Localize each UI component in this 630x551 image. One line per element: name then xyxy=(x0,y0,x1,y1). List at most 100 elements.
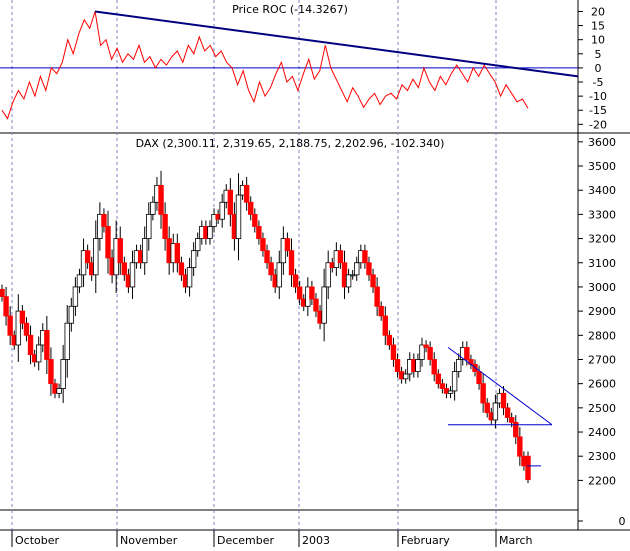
candle-body xyxy=(476,371,482,385)
y-tick-label: 10 xyxy=(591,34,605,47)
candle-body xyxy=(288,250,295,276)
candle-body xyxy=(64,322,70,360)
x-tick-label: March xyxy=(499,534,533,547)
y-tick-label: 3000 xyxy=(588,281,616,294)
candle-body xyxy=(292,274,299,288)
candle-body xyxy=(44,330,50,360)
candle-body xyxy=(117,238,123,264)
candle-body xyxy=(349,274,356,277)
y-tick-label: 2400 xyxy=(588,426,616,439)
candle-body xyxy=(451,371,458,392)
candle-body xyxy=(378,305,384,317)
candle-body xyxy=(394,359,401,372)
candle-body xyxy=(219,201,225,220)
y-tick-label: 2300 xyxy=(588,450,616,463)
y-tick-label: 5 xyxy=(595,48,602,61)
candle-body xyxy=(508,417,515,423)
candle-body xyxy=(27,334,34,356)
candle-body xyxy=(260,238,266,252)
candle-body xyxy=(337,250,344,264)
candle-body xyxy=(174,243,181,264)
x-tick-label: February xyxy=(401,534,450,547)
candle-body xyxy=(195,238,201,252)
candle-body xyxy=(480,383,486,404)
roc-title: Price ROC (-14.3267) xyxy=(232,3,348,16)
y-tick-label: 3400 xyxy=(588,184,616,197)
candle-body xyxy=(190,250,197,268)
y-tick-label: 3100 xyxy=(588,257,616,270)
candle-body xyxy=(296,286,303,300)
candle-body xyxy=(447,390,454,394)
candle-body xyxy=(504,407,511,418)
candle-body xyxy=(525,455,531,481)
candle-body xyxy=(309,286,315,300)
y-tick-label: -15 xyxy=(589,104,607,117)
candle-body xyxy=(390,344,397,360)
candle-body xyxy=(313,298,319,312)
x-tick-label: 2003 xyxy=(302,534,330,547)
y-tick-label: 2900 xyxy=(588,305,616,318)
candle-body xyxy=(354,262,360,276)
candle-body xyxy=(101,213,107,227)
candle-body xyxy=(455,359,462,372)
candle-body xyxy=(68,305,75,324)
candle-body xyxy=(256,226,262,239)
candle-body xyxy=(264,250,270,264)
y-tick-label: 3600 xyxy=(588,136,616,149)
y-tick-label: 3200 xyxy=(588,233,616,246)
candle-body xyxy=(386,334,393,346)
candle-body xyxy=(423,344,429,348)
candle-body xyxy=(186,267,193,288)
candle-body xyxy=(325,262,331,288)
candle-body xyxy=(142,238,148,264)
candle-body xyxy=(56,388,62,394)
candle-body xyxy=(345,274,352,288)
candle-body xyxy=(268,262,274,276)
roc-trendline xyxy=(94,10,579,78)
candle-body xyxy=(23,322,30,336)
roc-series-line xyxy=(1,11,529,120)
candle-body xyxy=(121,262,128,276)
candle-body xyxy=(464,346,470,360)
candle-body xyxy=(76,274,83,288)
candle-body xyxy=(105,226,111,259)
y-tick-label: 0 xyxy=(619,515,626,528)
y-tick-label: 3500 xyxy=(588,160,616,173)
candle-body xyxy=(178,262,185,276)
candle-body xyxy=(402,373,409,380)
candle-body xyxy=(252,213,258,227)
candle-body xyxy=(243,184,250,203)
candle-body xyxy=(129,262,136,288)
candle-body xyxy=(162,213,168,239)
candle-body xyxy=(276,262,282,288)
y-tick-label: -20 xyxy=(589,118,607,131)
candle-body xyxy=(72,286,79,307)
candle-body xyxy=(35,344,42,363)
candle-body xyxy=(431,359,437,375)
candle-body xyxy=(211,213,217,227)
y-tick-label: 15 xyxy=(591,20,605,33)
x-tick-label: November xyxy=(120,534,178,547)
y-tick-label: 3300 xyxy=(588,208,616,221)
candle-body xyxy=(517,436,523,457)
x-tick-label: December xyxy=(217,534,275,547)
candle-body xyxy=(435,373,441,385)
candle-body xyxy=(93,238,99,276)
x-tick-label: October xyxy=(15,534,59,547)
candle-body xyxy=(370,274,376,288)
y-tick-label: 0 xyxy=(595,62,602,75)
candle-body xyxy=(84,250,91,264)
candle-body xyxy=(227,189,234,215)
candle-body xyxy=(248,201,254,215)
candle-body xyxy=(207,226,213,239)
y-tick-label: 2500 xyxy=(588,402,616,415)
candle-body xyxy=(415,359,421,372)
candle-body xyxy=(19,310,26,324)
y-tick-label: 2600 xyxy=(588,378,616,391)
y-tick-label: 2700 xyxy=(588,353,616,366)
candle-body xyxy=(513,421,519,438)
dax-title: DAX (2,300.11, 2,319.65, 2,188.75, 2,202… xyxy=(136,137,445,150)
candle-body xyxy=(15,310,22,346)
y-tick-label: 2800 xyxy=(588,329,616,342)
